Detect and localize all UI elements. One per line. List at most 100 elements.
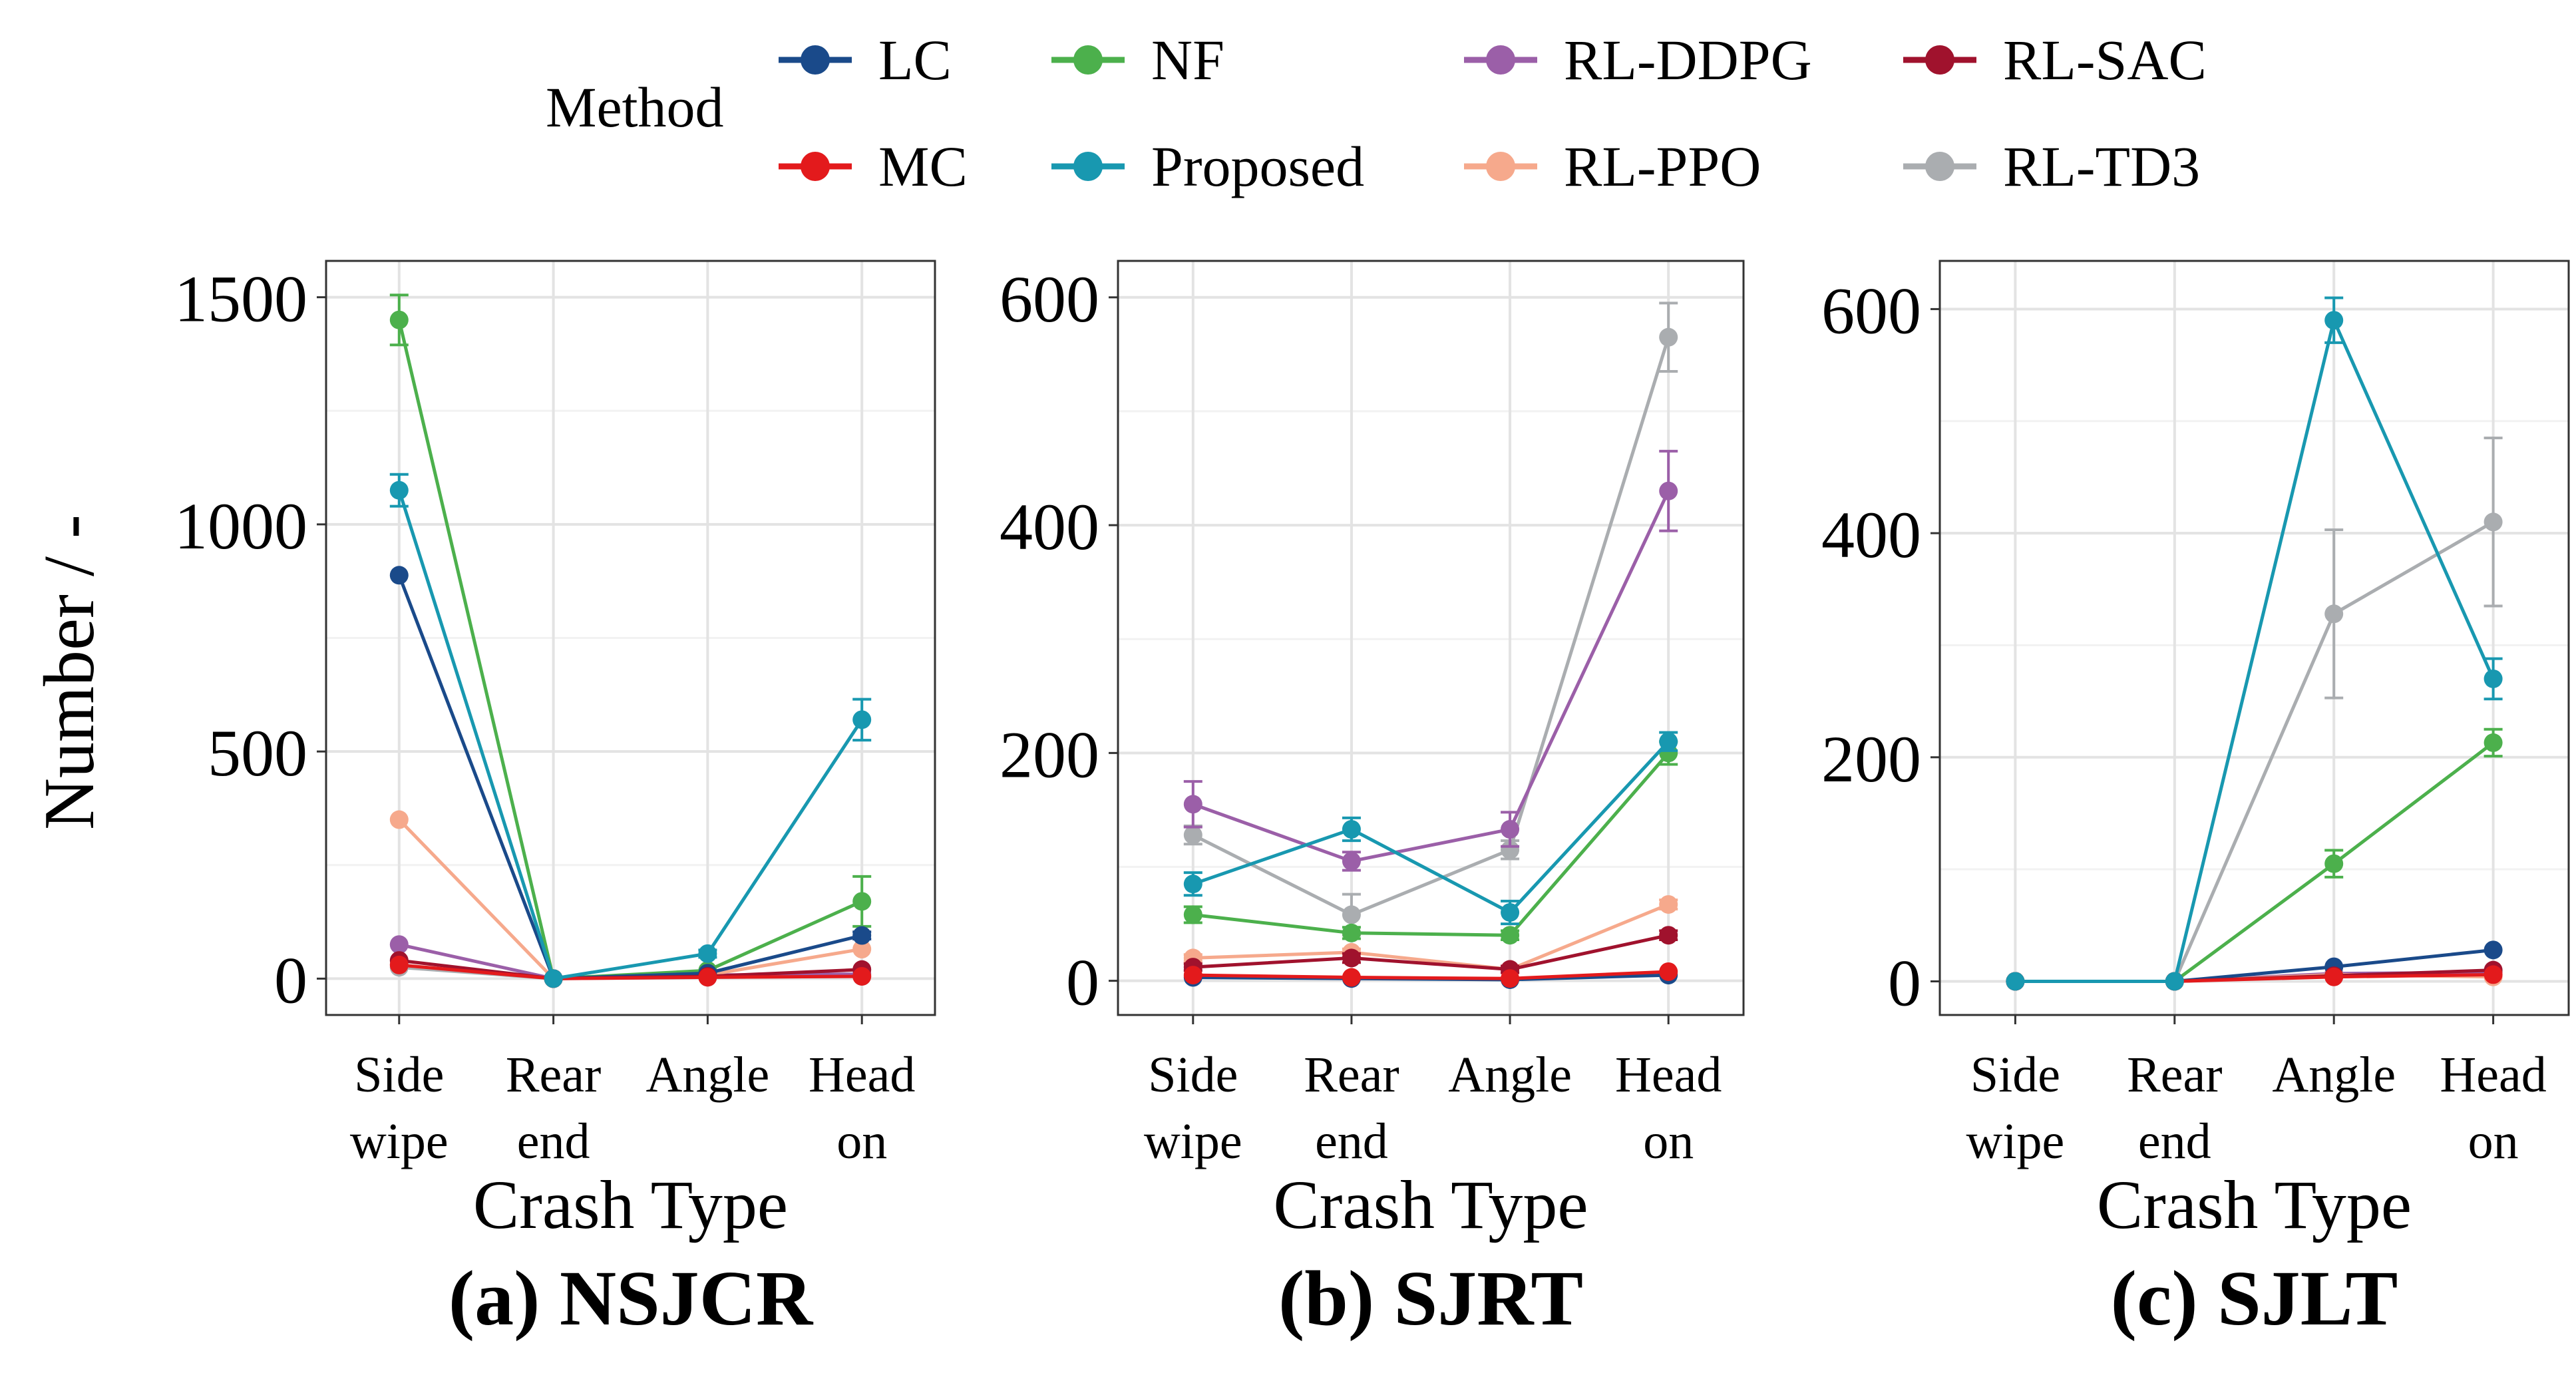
data-point — [2484, 940, 2503, 960]
data-point — [1342, 948, 1361, 968]
legend-entry-rl-td3: RL-TD3 — [1903, 134, 2200, 198]
panel-nsjcr: 0 500 1000 1500 Side wipe Rear end Angle Head on Cr… — [174, 260, 936, 1342]
legend-marker — [1073, 45, 1103, 75]
x-tick-label: Angle — [2272, 1047, 2396, 1103]
data-point — [2324, 311, 2344, 330]
legend-title: Method — [546, 75, 724, 139]
legend-items: LC NF RL-DDPG RL-SAC MC Proposed RL-PPO RL-TD3 — [779, 28, 2207, 198]
legend-marker — [1486, 152, 1515, 181]
y-tick-label: 0 — [1066, 946, 1099, 1020]
data-point — [1342, 923, 1361, 942]
series-line — [2015, 315, 2495, 983]
data-point — [1659, 895, 1678, 914]
y-tick-label: 500 — [208, 716, 307, 790]
panel-title: (b) SJRT — [1278, 1255, 1583, 1342]
legend-marker — [1925, 45, 1954, 75]
data-point — [389, 935, 409, 954]
panel-sjrt: 0 200 400 600 Side wipe Rear end Angle Head on Cras… — [1000, 260, 1745, 1342]
series-line — [1192, 490, 1670, 863]
legend-entry-rl-sac: RL-SAC — [1903, 28, 2207, 92]
legend-label: NF — [1151, 28, 1224, 92]
series-line — [1193, 751, 1670, 937]
data-point — [389, 310, 409, 329]
data-point — [1183, 795, 1202, 814]
data-point — [2484, 965, 2503, 984]
x-tick-label: Rear end — [506, 1047, 601, 1169]
x-tick-label: Angle — [1448, 1047, 1572, 1103]
data-point — [698, 968, 717, 987]
series-proposed — [389, 473, 872, 988]
x-tick-label: Head on — [809, 1047, 915, 1169]
series-proposed — [1183, 731, 1678, 926]
y-tick-label: 600 — [1000, 262, 1099, 336]
legend-marker — [1486, 45, 1515, 75]
data-point — [852, 710, 872, 729]
series-mc — [1183, 962, 1678, 988]
x-tick-label: Side wipe — [1144, 1047, 1242, 1169]
data-point — [1501, 902, 1520, 922]
legend: Method LC NF RL-DDPG RL-SAC MC Proposed RL-PPO… — [546, 28, 2207, 198]
data-point — [1342, 851, 1361, 871]
series-mc — [389, 955, 872, 988]
legend-label: RL-DDPG — [1564, 28, 1812, 92]
x-tick-label: Head on — [2440, 1047, 2546, 1169]
legend-marker — [801, 45, 830, 75]
series-rl-ddpg — [1183, 449, 1678, 872]
legend-label: RL-TD3 — [2003, 134, 2200, 198]
data-point — [1183, 905, 1202, 924]
data-point — [1501, 820, 1520, 839]
series-line — [399, 963, 862, 980]
data-point — [1501, 969, 1520, 988]
plot-border — [325, 260, 936, 1016]
data-point — [852, 926, 872, 945]
data-point — [852, 966, 872, 986]
x-tick-label: Side wipe — [350, 1047, 449, 1169]
y-tick-label: 400 — [1821, 498, 1921, 572]
x-axis-title: Crash Type — [2097, 1167, 2412, 1243]
data-point — [2484, 512, 2503, 532]
y-tick-label: 200 — [1821, 722, 1921, 796]
series-nf — [1183, 740, 1678, 945]
data-point — [1501, 926, 1520, 945]
data-point — [389, 566, 409, 585]
data-point — [544, 969, 563, 988]
legend-entry-mc: MC — [779, 134, 968, 198]
legend-entry-rl-ddpg: RL-DDPG — [1464, 28, 1812, 92]
data-point — [2324, 604, 2344, 624]
legend-label: LC — [878, 28, 952, 92]
plot-border — [1117, 260, 1745, 1016]
legend-marker — [801, 152, 830, 181]
series-line — [397, 489, 864, 981]
data-point — [1342, 968, 1361, 987]
data-point — [2165, 972, 2184, 991]
data-point — [389, 810, 409, 829]
panel-title: (a) NSJCR — [449, 1255, 814, 1342]
data-point — [389, 481, 409, 500]
y-axis-title: Number / - — [30, 514, 109, 830]
y-tick-label: 1500 — [174, 262, 307, 336]
data-point — [698, 944, 717, 963]
plot-background — [1118, 261, 1744, 1015]
legend-marker — [1925, 152, 1954, 181]
legend-label: RL-PPO — [1564, 134, 1761, 198]
data-point — [389, 955, 409, 974]
data-point — [2484, 733, 2503, 752]
series-line — [1192, 740, 1670, 915]
x-tick-label: Rear end — [2127, 1047, 2222, 1169]
data-point — [1183, 875, 1202, 894]
data-point — [2324, 967, 2344, 986]
y-tick-label: 400 — [1000, 490, 1099, 564]
x-axis-title: Crash Type — [1273, 1167, 1588, 1243]
series-line — [1192, 336, 1670, 917]
data-point — [1659, 732, 1678, 751]
panel-sjlt: 0 200 400 600 Side wipe Rear end Angle Head on Cras… — [1821, 260, 2570, 1342]
series-rl-td3 — [1183, 301, 1678, 937]
data-point — [1659, 962, 1678, 981]
y-tick-label: 0 — [274, 943, 307, 1017]
y-tick-label: 200 — [1000, 717, 1099, 791]
panel-title: (c) SJLT — [2111, 1255, 2398, 1342]
legend-entry-nf: NF — [1051, 28, 1224, 92]
series-proposed — [2006, 296, 2503, 991]
data-point — [1183, 825, 1202, 845]
